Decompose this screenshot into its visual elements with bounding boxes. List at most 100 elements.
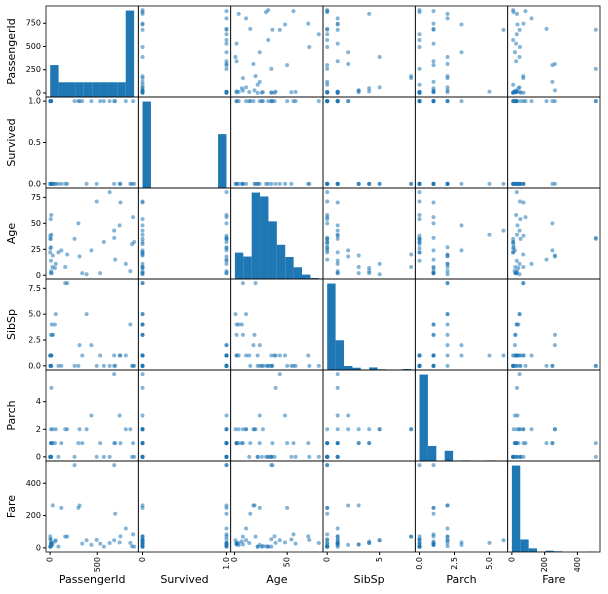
panel-frame: [507, 460, 601, 553]
panel-frame: [137, 278, 232, 371]
scatter-point: [325, 427, 330, 432]
scatter-point: [513, 88, 518, 93]
y-tick-label: 1.0: [28, 97, 41, 106]
scatter-point: [118, 200, 123, 205]
scatter-point: [269, 66, 274, 71]
scatter-point: [459, 99, 464, 104]
scatter-point: [140, 8, 145, 13]
scatter-point: [514, 258, 519, 263]
scatter-point: [224, 59, 229, 64]
scatter-point: [511, 427, 516, 432]
scatter-point: [431, 79, 436, 84]
x-tick-label: 500: [93, 557, 102, 572]
scatter-point: [140, 74, 145, 79]
scatter-point: [132, 544, 137, 549]
y-tick-label: 250: [26, 65, 41, 74]
scatter-point: [325, 66, 330, 71]
scatter-point: [335, 372, 340, 377]
scatter-point: [260, 99, 265, 104]
scatter-point: [409, 74, 414, 79]
scatter-point: [107, 541, 112, 546]
scatter-point: [244, 427, 249, 432]
scatter-point: [140, 217, 145, 222]
scatter-point: [269, 454, 274, 459]
scatter-point: [101, 99, 106, 104]
scatter-point: [224, 245, 229, 250]
scatter-point: [224, 537, 229, 542]
scatter-point: [514, 41, 519, 46]
scatter-point: [523, 441, 528, 446]
scatter-point: [260, 363, 265, 368]
scatter-point: [409, 181, 414, 186]
scatter-point: [514, 181, 519, 186]
scatter-point: [224, 221, 229, 226]
scatter-point: [59, 441, 64, 446]
scatter-point: [224, 441, 229, 446]
scatter-point: [325, 79, 330, 84]
scatter-point: [377, 272, 382, 277]
scatter-point: [224, 463, 229, 468]
scatter-point: [224, 50, 229, 55]
scatter-point: [266, 544, 271, 549]
scatter-point: [140, 427, 145, 432]
scatter-point: [445, 54, 450, 59]
scatter-point: [224, 363, 229, 368]
y-tick-label: 25: [31, 245, 41, 254]
scatter-point: [132, 240, 137, 245]
scatter-point: [48, 217, 53, 222]
scatter-point: [251, 503, 256, 508]
scatter-point: [511, 99, 516, 104]
x-tick-label: 0.0: [415, 557, 424, 570]
y-tick-label: 200: [26, 511, 41, 520]
scatter-point: [514, 269, 519, 274]
scatter-point: [445, 254, 450, 259]
scatter-point: [140, 385, 145, 390]
scatter-point: [445, 332, 450, 337]
scatter-point: [417, 181, 422, 186]
scatter-point: [113, 441, 118, 446]
scatter-point: [233, 427, 238, 432]
scatter-point: [445, 526, 450, 531]
scatter-point: [431, 221, 436, 226]
scatter-point: [285, 363, 290, 368]
scatter-point: [517, 199, 522, 204]
scatter-point: [266, 454, 271, 459]
scatter-point: [517, 27, 522, 32]
scatter-point: [335, 271, 340, 276]
scatter-point: [260, 544, 265, 549]
scatter-point: [293, 541, 298, 546]
scatter-point: [117, 413, 122, 418]
scatter-point: [445, 322, 450, 327]
scatter-point: [431, 463, 436, 468]
x-tick-label: 0: [46, 557, 55, 562]
scatter-point: [293, 454, 298, 459]
scatter-point: [325, 248, 330, 253]
scatter-point: [101, 544, 106, 549]
scatter-point: [346, 503, 351, 508]
y-tick-label: 0: [36, 543, 41, 552]
scatter-point: [593, 235, 598, 240]
scatter-point: [521, 74, 526, 79]
scatter-point: [132, 181, 137, 186]
scatter-point: [76, 363, 81, 368]
scatter-point: [346, 248, 351, 253]
scatter-point: [53, 261, 58, 266]
scatter-point: [72, 236, 77, 241]
scatter-point: [234, 41, 239, 46]
scatter-point: [518, 90, 523, 95]
scatter-point: [224, 343, 229, 348]
scatter-point: [306, 353, 311, 358]
scatter-point: [234, 59, 239, 64]
scatter-point: [514, 11, 519, 16]
y-axis-label: Age: [5, 223, 18, 245]
scatter-point: [431, 248, 436, 253]
scatter-point: [459, 343, 464, 348]
scatter-point: [123, 261, 128, 266]
scatter-point: [233, 312, 238, 317]
scatter-point: [335, 232, 340, 237]
scatter-point: [233, 538, 238, 543]
scatter-point: [550, 79, 555, 84]
scatter-point: [445, 534, 450, 539]
scatter-point: [511, 181, 516, 186]
scatter-point: [356, 427, 361, 432]
